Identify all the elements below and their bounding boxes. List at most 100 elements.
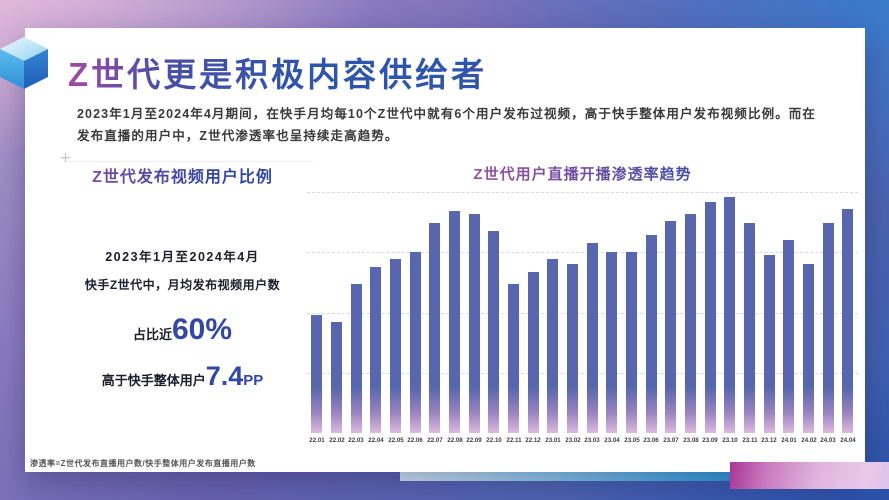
x-tick-label: 23.11	[742, 437, 758, 444]
crosshair-mark: +	[60, 148, 72, 169]
gridline	[307, 372, 858, 374]
bar-slot-23.11: 23.11	[740, 192, 760, 444]
bar-slot-23.07: 23.07	[661, 192, 681, 444]
stat-delta-value: 7.4	[205, 361, 244, 391]
bar-23.03	[586, 242, 598, 433]
source-footnote: 渗透率=Z世代发布直播用户数/快手整体用户发布直播用户数	[30, 459, 256, 468]
gridline	[307, 252, 858, 254]
bar-23.11	[744, 223, 756, 433]
bar-slot-22.05: 22.05	[386, 192, 406, 444]
bar-23.05	[626, 252, 638, 433]
gridline	[307, 192, 858, 193]
bar-slot-22.04: 22.04	[366, 192, 386, 444]
bar-22.10	[488, 230, 500, 433]
stat-share: 占比近60%	[55, 313, 310, 347]
chart-panel: Z世代用户直播开播渗透率趋势 22.01 22.02 22.03 22.04 22.05…	[307, 163, 858, 444]
bar-slot-22.06: 22.06	[405, 192, 425, 444]
bar-23.07	[665, 220, 677, 433]
x-tick-label: 22.10	[486, 437, 502, 444]
x-tick-label: 22.06	[407, 437, 423, 444]
bar-slot-23.05: 23.05	[622, 192, 642, 444]
stat-share-prefix: 占比近	[132, 327, 172, 342]
bar-slot-23.06: 23.06	[641, 192, 661, 444]
bar-slot-23.01: 23.01	[543, 192, 563, 444]
x-tick-label: 24.01	[781, 437, 797, 444]
x-tick-label: 22.09	[466, 437, 482, 444]
bar-slot-22.09: 22.09	[464, 192, 484, 444]
bar-slot-24.03: 24.03	[818, 192, 838, 444]
bar-22.07	[429, 223, 441, 433]
cube-icon	[0, 37, 48, 89]
bar-slot-22.03: 22.03	[346, 192, 366, 444]
bars-container: 22.01 22.02 22.03 22.04 22.05 22.06 22.07 22.08…	[307, 192, 858, 444]
bar-22.04	[370, 266, 382, 433]
bar-slot-23.02: 23.02	[563, 192, 583, 444]
x-tick-label: 24.04	[840, 437, 856, 444]
x-tick-label: 22.02	[328, 437, 345, 444]
bar-22.11	[508, 283, 520, 433]
desc-text: 快手Z世代中，月均发布视频用户数	[84, 278, 281, 292]
bar-slot-23.12: 23.12	[759, 192, 779, 444]
x-tick-label: 23.06	[643, 437, 660, 444]
bar-23.01	[547, 259, 559, 433]
x-tick-label: 23.01	[545, 437, 561, 444]
stat-share-value: 60%	[171, 313, 233, 346]
cyan-strip-decoration	[400, 470, 738, 481]
bar-23.08	[685, 213, 697, 433]
x-tick-label: 23.05	[623, 437, 640, 444]
x-tick-label: 22.12	[525, 437, 541, 444]
bar-slot-22.12: 22.12	[523, 192, 543, 444]
bar-24.02	[803, 264, 815, 433]
bar-22.03	[350, 283, 362, 433]
x-tick-label: 23.12	[761, 437, 778, 444]
x-tick-label: 24.03	[820, 437, 837, 444]
bar-chart: 22.01 22.02 22.03 22.04 22.05 22.06 22.07 22.08…	[307, 192, 858, 444]
bar-23.12	[763, 254, 775, 433]
bar-slot-24.04: 24.04	[838, 192, 858, 444]
bar-slot-22.07: 22.07	[425, 192, 445, 444]
bar-23.09	[704, 201, 716, 433]
bar-slot-22.01: 22.01	[307, 192, 327, 444]
left-panel-title: Z世代发布视频用户比例	[55, 163, 310, 187]
bar-22.01	[311, 314, 323, 433]
bar-23.06	[645, 235, 657, 433]
period-text: 2023年1月至2024年4月	[105, 250, 260, 264]
x-tick-label: 24.02	[800, 437, 817, 444]
x-tick-label: 22.07	[427, 437, 443, 444]
stat-delta: 高于快手整体用户7.4PP	[55, 361, 310, 392]
bar-22.05	[390, 259, 402, 433]
slide-card: Z世代更是积极内容供给者 2023年1月至2024年4月期间，在快手月均每10个…	[25, 28, 865, 472]
bar-slot-24.02: 24.02	[799, 192, 819, 444]
x-tick-label: 22.11	[505, 437, 522, 444]
bar-22.02	[331, 322, 342, 433]
bar-24.01	[783, 240, 795, 433]
bar-24.03	[822, 223, 834, 433]
video-publish-panel: Z世代发布视频用户比例 2023年1月至2024年4月 快手Z世代中，月均发布视…	[55, 163, 310, 423]
bar-slot-23.09: 23.09	[700, 192, 720, 444]
bar-slot-24.01: 24.01	[779, 192, 799, 444]
bar-23.04	[606, 252, 618, 433]
x-tick-label: 22.01	[309, 437, 325, 444]
bar-23.02	[567, 264, 579, 433]
bar-slot-22.10: 22.10	[484, 192, 504, 444]
stat-delta-prefix: 高于快手整体用户	[101, 373, 206, 388]
bar-slot-22.08: 22.08	[445, 192, 465, 444]
x-tick-label: 23.07	[663, 437, 679, 444]
stat-delta-unit: PP	[243, 372, 264, 389]
x-tick-label: 22.08	[446, 437, 463, 444]
bar-24.04	[842, 208, 854, 433]
intro-text: 2023年1月至2024年4月期间，在快手月均每10个Z世代中就有6个用户发布过…	[77, 107, 817, 143]
x-tick-label: 23.10	[722, 437, 738, 444]
bar-22.06	[409, 252, 421, 433]
bar-slot-22.11: 22.11	[504, 192, 524, 444]
x-tick-label: 23.09	[702, 437, 719, 444]
x-tick-label: 22.04	[368, 437, 384, 444]
bar-slot-22.02: 22.02	[327, 192, 347, 444]
gridline	[307, 312, 858, 314]
chart-title: Z世代用户直播开播渗透率趋势	[307, 163, 858, 184]
bar-22.12	[527, 271, 539, 433]
bar-23.10	[724, 196, 736, 433]
bar-slot-23.04: 23.04	[602, 192, 622, 444]
x-tick-label: 23.03	[584, 437, 600, 444]
